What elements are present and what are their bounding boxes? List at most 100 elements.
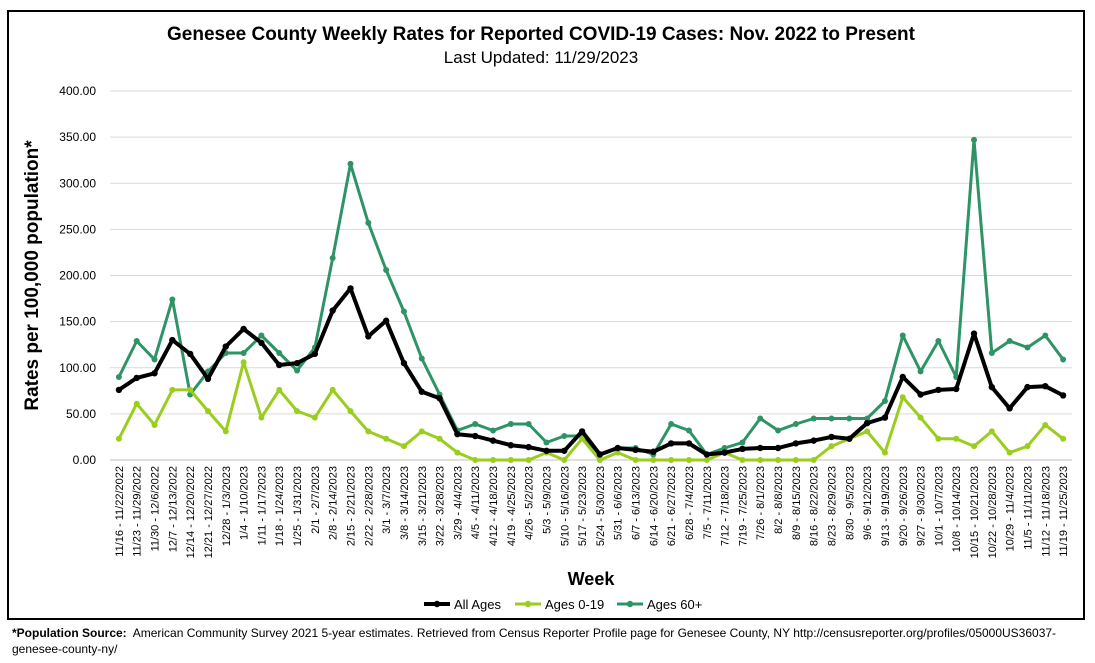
- x-tick-label: 12/14 - 12/20/2022: [185, 466, 197, 558]
- data-point: [151, 421, 158, 428]
- data-point: [970, 330, 978, 337]
- data-point: [703, 451, 710, 458]
- data-point: [240, 349, 247, 356]
- data-point: [383, 435, 390, 442]
- data-point: [828, 433, 835, 441]
- x-axis-label: Week: [568, 569, 616, 589]
- data-point: [935, 386, 942, 394]
- data-point: [775, 427, 782, 434]
- data-point: [668, 421, 675, 428]
- x-tick-label: 2/22 - 2/28/2023: [363, 466, 375, 546]
- chart-subtitle: Last Updated: 11/29/2023: [443, 48, 639, 67]
- data-point: [311, 414, 318, 421]
- x-tick-label: 11/16 - 11/22/2022: [114, 466, 126, 557]
- data-point: [133, 374, 140, 382]
- x-tick-label: 4/19 - 4/25/2023: [506, 466, 518, 546]
- data-point: [222, 428, 229, 435]
- chart-title: Genesee County Weekly Rates for Reported…: [167, 24, 915, 45]
- data-point: [650, 448, 657, 455]
- footnote-label: *Population Source:: [12, 626, 127, 640]
- data-point: [917, 414, 924, 421]
- series-line-ages-60-: [117, 138, 1065, 456]
- x-tick-label: 10/29 - 11/4/2023: [1005, 466, 1017, 551]
- data-point: [472, 421, 479, 428]
- data-point: [1060, 356, 1067, 363]
- data-point: [115, 435, 122, 442]
- x-tick-label: 8/23 - 8/29/2023: [827, 466, 839, 546]
- x-tick-label: 5/17 - 5/23/2023: [577, 466, 589, 546]
- data-point: [294, 367, 301, 374]
- series-line-all-ages: [117, 286, 1065, 457]
- data-point: [382, 317, 390, 324]
- data-point: [596, 457, 603, 463]
- y-axis-label: Rates per 100,000 population*: [22, 140, 43, 411]
- data-point: [757, 415, 764, 422]
- x-tick-label: 11/12 - 11/18/2023: [1040, 466, 1052, 557]
- data-point: [935, 337, 942, 344]
- data-point: [1060, 435, 1067, 442]
- data-point: [151, 370, 158, 377]
- x-tick-label: 3/8 - 3/14/2023: [399, 466, 411, 540]
- data-point: [953, 435, 960, 442]
- data-point: [115, 373, 122, 380]
- x-tick-label: 1/25 - 1/31/2023: [292, 466, 304, 546]
- x-tick-label: 1/18 - 1/24/2023: [274, 466, 286, 546]
- data-point: [543, 439, 550, 446]
- x-tick-label: 8/9 - 8/15/2023: [791, 466, 803, 540]
- data-point: [596, 451, 604, 458]
- data-point: [739, 445, 746, 453]
- x-tick-label: 4/5 - 4/11/2023: [470, 466, 482, 539]
- data-point: [418, 388, 425, 395]
- data-point: [899, 394, 906, 401]
- data-point: [525, 457, 532, 463]
- data-point: [917, 391, 924, 398]
- x-tick-label: 9/20 - 9/26/2023: [898, 466, 910, 546]
- footnote-text: American Community Survey 2021 5-year es…: [12, 626, 1057, 656]
- data-point: [472, 457, 479, 463]
- data-point: [436, 435, 443, 442]
- x-tick-label: 5/10 - 5/16/2023: [559, 466, 571, 546]
- x-tick-label: 10/15 - 10/21/2023: [969, 466, 981, 558]
- data-point: [293, 359, 301, 367]
- data-point: [543, 447, 550, 454]
- x-tick-label: 5/24 - 5/30/2023: [595, 466, 607, 546]
- data-point: [151, 356, 158, 363]
- data-point: [258, 339, 265, 347]
- data-point: [347, 160, 354, 167]
- data-point: [721, 445, 728, 452]
- data-point: [400, 443, 407, 450]
- x-tick-label: 5/3 - 5/9/2023: [541, 466, 553, 534]
- data-point: [169, 296, 176, 303]
- chart-frame: [7, 10, 1085, 620]
- data-point: [1042, 332, 1049, 339]
- x-tick-label: 3/15 - 3/21/2023: [417, 466, 429, 546]
- legend-swatch-marker: [524, 600, 532, 608]
- data-point: [899, 332, 906, 339]
- data-point: [418, 355, 425, 362]
- data-point: [347, 285, 354, 292]
- data-point: [240, 359, 247, 366]
- y-tick-label: 350.00: [59, 130, 96, 144]
- x-tick-label: 1/4 - 1/10/2023: [239, 466, 251, 540]
- data-point: [667, 440, 675, 447]
- data-point: [347, 408, 354, 415]
- legend-swatch-marker: [626, 600, 634, 608]
- data-point: [685, 457, 692, 463]
- data-point: [525, 443, 532, 451]
- x-tick-label: 3/29 - 4/4/2023: [452, 466, 464, 540]
- data-point: [276, 361, 283, 369]
- data-point: [329, 386, 336, 393]
- data-point: [222, 343, 229, 350]
- data-point: [454, 449, 461, 456]
- data-point: [614, 444, 621, 452]
- data-point: [400, 308, 407, 315]
- data-point: [810, 437, 817, 444]
- x-tick-label: 6/28 - 7/4/2023: [684, 466, 696, 540]
- data-point: [971, 443, 978, 450]
- data-point: [365, 428, 372, 435]
- data-point: [632, 446, 639, 454]
- data-point: [436, 394, 443, 402]
- data-point: [881, 397, 888, 404]
- data-point: [258, 332, 265, 339]
- data-point: [774, 444, 782, 452]
